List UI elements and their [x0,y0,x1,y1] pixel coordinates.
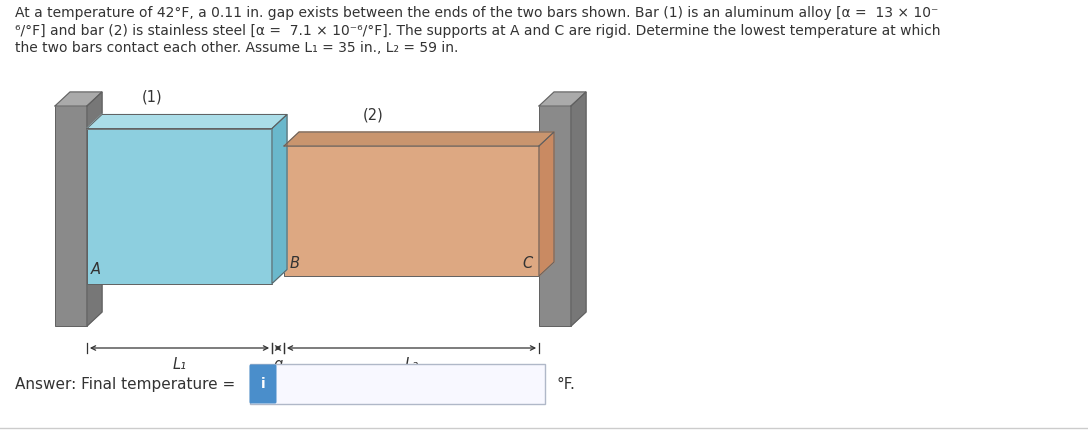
Polygon shape [284,132,554,146]
Bar [539,106,571,326]
Text: At a temperature of 42°F, a 0.11 in. gap exists between the ends of the two bars: At a temperature of 42°F, a 0.11 in. gap… [15,6,938,20]
Polygon shape [87,115,287,129]
Text: the two bars contact each other. Assume L₁ = 35 in., L₂ = 59 in.: the two bars contact each other. Assume … [15,41,458,55]
Text: °F.: °F. [557,377,576,392]
FancyBboxPatch shape [250,364,545,404]
Text: B: B [290,256,300,272]
Text: C: C [522,256,533,272]
Text: i: i [261,377,265,391]
Text: (1): (1) [141,89,162,105]
Polygon shape [539,92,586,106]
Polygon shape [55,92,102,106]
Polygon shape [539,132,554,276]
Polygon shape [571,92,586,326]
Polygon shape [272,115,287,283]
Text: ⁶/°F] and bar (2) is stainless steel [α =  7.1 × 10⁻⁶/°F]. The supports at A and: ⁶/°F] and bar (2) is stainless steel [α … [15,24,940,37]
Text: L₁: L₁ [173,357,186,372]
Text: L₂: L₂ [405,357,419,372]
Polygon shape [87,92,102,326]
Bar [284,146,539,276]
Text: Answer: Final temperature =: Answer: Final temperature = [15,377,240,392]
Text: g: g [273,357,283,372]
Bar [87,129,272,283]
Bar [55,106,87,326]
FancyBboxPatch shape [249,364,276,403]
Text: A: A [91,262,101,277]
Text: (2): (2) [363,107,384,122]
